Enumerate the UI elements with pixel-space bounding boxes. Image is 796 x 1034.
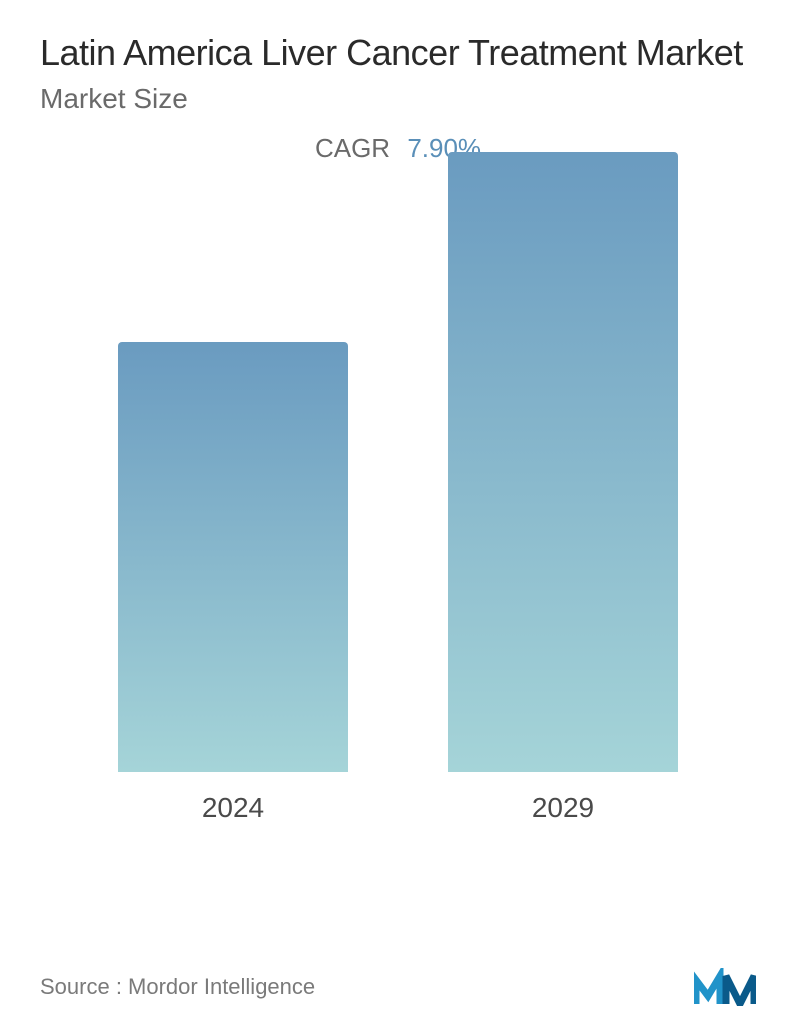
mordor-logo-icon — [694, 968, 756, 1006]
bar-label-2024: 2024 — [202, 792, 264, 824]
bar-group-2: 2029 — [448, 152, 678, 824]
chart-footer: Source : Mordor Intelligence — [40, 968, 756, 1006]
chart-title: Latin America Liver Cancer Treatment Mar… — [40, 30, 756, 75]
source-attribution: Source : Mordor Intelligence — [40, 974, 315, 1000]
bar-label-2029: 2029 — [532, 792, 594, 824]
bar-group-1: 2024 — [118, 342, 348, 824]
bar-2029 — [448, 152, 678, 772]
cagr-label: CAGR — [315, 133, 390, 163]
chart-subtitle: Market Size — [40, 83, 756, 115]
bar-2024 — [118, 342, 348, 772]
bar-chart: 2024 2029 — [40, 194, 756, 824]
